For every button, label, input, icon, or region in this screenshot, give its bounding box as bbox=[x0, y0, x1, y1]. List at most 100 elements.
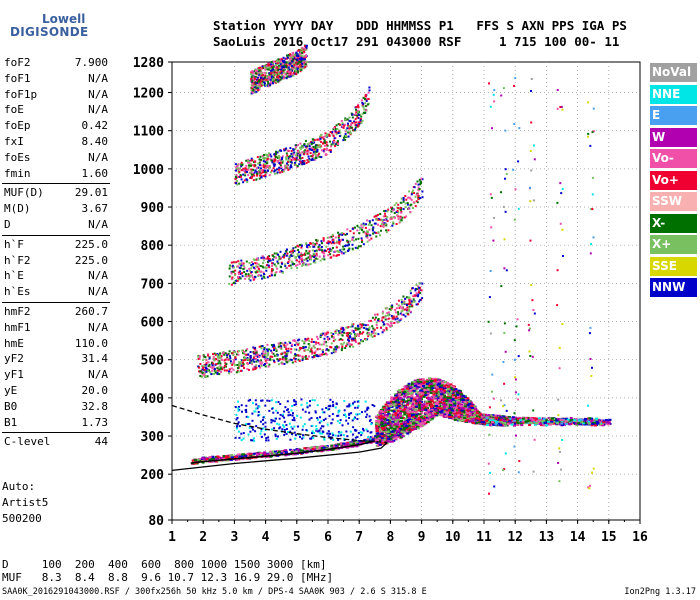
echo-point bbox=[369, 234, 372, 237]
echo-point bbox=[239, 174, 242, 176]
echo-point bbox=[359, 113, 362, 116]
echo-point bbox=[253, 277, 256, 280]
echo-point bbox=[248, 368, 250, 371]
echo-point bbox=[265, 64, 268, 67]
echo-point bbox=[308, 339, 311, 342]
echo-point bbox=[330, 145, 333, 148]
echo-point bbox=[289, 160, 292, 163]
echo-point bbox=[235, 174, 238, 176]
echo-point bbox=[258, 79, 261, 81]
echo-point bbox=[264, 171, 267, 174]
echo-point bbox=[224, 358, 227, 361]
echo-point bbox=[323, 334, 326, 337]
echo-point bbox=[266, 154, 269, 156]
echo-point bbox=[232, 368, 235, 371]
echo-point bbox=[401, 313, 403, 316]
echo-point bbox=[294, 67, 297, 70]
echo-point bbox=[385, 224, 388, 227]
echo-point bbox=[310, 348, 313, 351]
echo-point bbox=[220, 457, 224, 459]
echo-point bbox=[268, 82, 271, 85]
echo-point bbox=[397, 218, 400, 221]
param-value: 225.0 bbox=[74, 253, 108, 267]
echo-point bbox=[259, 72, 262, 75]
echo-point bbox=[381, 312, 384, 315]
echo-point bbox=[325, 148, 328, 151]
echo-point bbox=[270, 81, 272, 84]
echo-point bbox=[338, 135, 341, 138]
echo-point bbox=[300, 61, 303, 64]
y-tick-label: 700 bbox=[141, 277, 165, 292]
echo-point bbox=[492, 415, 496, 418]
echo-point bbox=[408, 300, 411, 303]
echo-point bbox=[354, 226, 356, 229]
echo-point bbox=[356, 125, 359, 128]
echo-point bbox=[406, 390, 410, 393]
echo-point bbox=[320, 246, 323, 248]
echo-point bbox=[302, 162, 305, 165]
echo-point bbox=[290, 161, 293, 164]
echo-point bbox=[401, 216, 404, 219]
echo-point bbox=[604, 419, 608, 422]
echo-point bbox=[294, 256, 297, 259]
echo-point bbox=[285, 250, 288, 253]
echo-point bbox=[304, 356, 307, 359]
echo-point bbox=[381, 221, 384, 224]
echo-point bbox=[266, 66, 269, 69]
echo-point bbox=[277, 168, 280, 171]
echo-point bbox=[291, 56, 294, 59]
echo-point bbox=[247, 161, 249, 164]
echo-point bbox=[301, 261, 304, 264]
echo-point bbox=[408, 308, 411, 311]
echo-point bbox=[250, 361, 253, 364]
echo-point bbox=[280, 256, 283, 259]
echo-point bbox=[277, 58, 280, 61]
echo-point bbox=[218, 369, 221, 372]
echo-point bbox=[362, 96, 365, 99]
auto-program: Artist5 bbox=[2, 496, 49, 509]
echo-point bbox=[322, 332, 325, 335]
echo-point bbox=[236, 175, 239, 178]
echo-point bbox=[289, 164, 292, 167]
echo-point bbox=[246, 348, 249, 351]
echo-point bbox=[335, 345, 338, 348]
echo-point bbox=[343, 124, 346, 127]
echo-point bbox=[397, 207, 400, 210]
echo-point bbox=[338, 242, 341, 245]
echo-point bbox=[341, 334, 344, 337]
echo-point bbox=[212, 355, 215, 358]
echo-point bbox=[390, 206, 393, 209]
echo-point bbox=[351, 325, 354, 328]
echo-point bbox=[299, 258, 302, 261]
echo-point bbox=[258, 80, 260, 83]
echo-point bbox=[259, 366, 262, 369]
echo-point bbox=[255, 82, 258, 85]
echo-point bbox=[346, 232, 348, 235]
echo-point bbox=[253, 259, 256, 261]
echo-point bbox=[264, 257, 267, 260]
echo-point bbox=[291, 343, 294, 346]
echo-point bbox=[235, 456, 239, 459]
echo-point bbox=[236, 367, 239, 370]
echo-point bbox=[399, 426, 403, 429]
echo-point bbox=[315, 257, 318, 260]
echo-point bbox=[252, 263, 254, 265]
echo-point bbox=[330, 342, 333, 345]
echo-point bbox=[397, 299, 400, 302]
echo-point bbox=[257, 258, 260, 261]
echo-point bbox=[265, 79, 268, 81]
echo-point bbox=[260, 167, 262, 170]
echo-point bbox=[212, 368, 215, 371]
echo-point bbox=[285, 70, 288, 73]
echo-point bbox=[366, 103, 369, 106]
echo-point bbox=[250, 73, 253, 76]
echo-point bbox=[228, 368, 231, 371]
echo-point bbox=[230, 367, 233, 370]
x-tick-label: 8 bbox=[386, 530, 394, 545]
echo-point bbox=[553, 420, 557, 423]
echo-point bbox=[318, 244, 321, 247]
echo-point bbox=[369, 319, 372, 322]
echo-point bbox=[354, 329, 357, 332]
param-value: 44 bbox=[94, 435, 108, 449]
echo-point bbox=[264, 173, 267, 176]
